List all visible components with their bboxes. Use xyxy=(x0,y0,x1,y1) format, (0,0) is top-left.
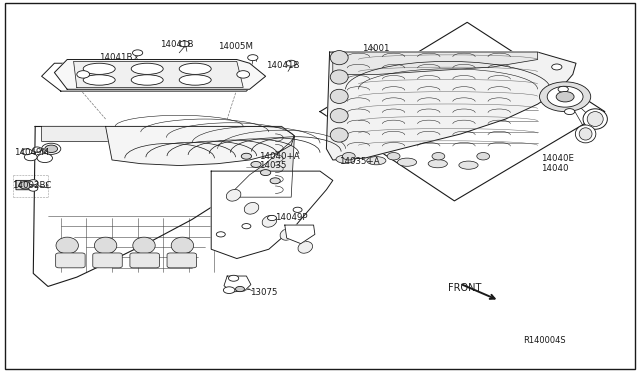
Circle shape xyxy=(179,41,189,47)
Ellipse shape xyxy=(227,189,241,201)
Circle shape xyxy=(228,275,239,281)
Circle shape xyxy=(223,287,235,294)
Text: 14035: 14035 xyxy=(259,161,287,170)
Circle shape xyxy=(342,153,355,160)
Polygon shape xyxy=(211,171,333,259)
Circle shape xyxy=(77,71,90,78)
Circle shape xyxy=(556,92,574,102)
Ellipse shape xyxy=(131,75,163,85)
Text: 14041B: 14041B xyxy=(266,61,299,70)
Ellipse shape xyxy=(172,237,193,254)
Text: FRONT: FRONT xyxy=(448,283,481,293)
Ellipse shape xyxy=(298,241,312,253)
Text: 14005M: 14005M xyxy=(218,42,253,51)
Polygon shape xyxy=(333,52,538,74)
Circle shape xyxy=(45,145,58,153)
FancyBboxPatch shape xyxy=(130,253,159,268)
Ellipse shape xyxy=(583,109,607,129)
Ellipse shape xyxy=(56,237,79,254)
Text: 14049M: 14049M xyxy=(14,148,49,157)
Polygon shape xyxy=(285,225,315,244)
Circle shape xyxy=(552,64,562,70)
Ellipse shape xyxy=(179,63,211,74)
Circle shape xyxy=(251,161,261,167)
Circle shape xyxy=(293,207,302,212)
Circle shape xyxy=(216,232,225,237)
FancyBboxPatch shape xyxy=(167,253,196,268)
Text: 14002BC: 14002BC xyxy=(12,182,51,190)
Ellipse shape xyxy=(280,228,294,240)
FancyBboxPatch shape xyxy=(56,253,85,268)
Ellipse shape xyxy=(575,125,596,143)
Polygon shape xyxy=(326,52,576,160)
Polygon shape xyxy=(33,126,294,286)
Ellipse shape xyxy=(330,51,348,65)
Circle shape xyxy=(132,50,143,56)
Circle shape xyxy=(564,109,575,115)
Circle shape xyxy=(387,153,400,160)
Text: 14040: 14040 xyxy=(541,164,568,173)
Text: 13075: 13075 xyxy=(250,288,277,296)
Circle shape xyxy=(286,60,296,66)
Ellipse shape xyxy=(579,128,592,140)
Circle shape xyxy=(270,178,280,184)
Text: 14040+A: 14040+A xyxy=(259,152,300,161)
Text: 14041B: 14041B xyxy=(160,40,193,49)
Ellipse shape xyxy=(428,160,447,168)
Ellipse shape xyxy=(397,158,417,166)
Text: 14001: 14001 xyxy=(362,44,389,53)
Circle shape xyxy=(260,170,271,176)
Polygon shape xyxy=(74,61,243,87)
Circle shape xyxy=(237,71,250,78)
Ellipse shape xyxy=(336,155,355,163)
Text: R140004S: R140004S xyxy=(524,336,566,345)
Ellipse shape xyxy=(262,215,276,227)
Ellipse shape xyxy=(95,237,116,254)
Circle shape xyxy=(37,154,52,163)
Circle shape xyxy=(29,180,38,185)
Circle shape xyxy=(268,215,276,221)
Ellipse shape xyxy=(459,161,478,169)
Circle shape xyxy=(33,147,42,152)
Ellipse shape xyxy=(330,109,348,123)
Polygon shape xyxy=(106,126,294,166)
Circle shape xyxy=(547,86,583,107)
Circle shape xyxy=(477,153,490,160)
Circle shape xyxy=(432,153,445,160)
Circle shape xyxy=(558,86,568,92)
Circle shape xyxy=(241,153,252,159)
Polygon shape xyxy=(42,63,259,91)
Ellipse shape xyxy=(83,63,115,74)
Ellipse shape xyxy=(588,112,604,126)
Circle shape xyxy=(22,149,32,155)
Ellipse shape xyxy=(133,237,155,254)
Circle shape xyxy=(29,186,38,191)
Polygon shape xyxy=(54,60,266,89)
Ellipse shape xyxy=(244,202,259,214)
Text: 14040E: 14040E xyxy=(541,154,574,163)
Ellipse shape xyxy=(330,128,348,142)
Polygon shape xyxy=(42,126,294,141)
Ellipse shape xyxy=(131,63,163,74)
Ellipse shape xyxy=(179,75,211,85)
Circle shape xyxy=(242,224,251,229)
Text: 14035+A: 14035+A xyxy=(339,157,380,166)
Polygon shape xyxy=(16,180,38,190)
Circle shape xyxy=(24,153,37,161)
Text: 14041B: 14041B xyxy=(99,53,132,62)
Circle shape xyxy=(248,55,258,61)
Polygon shape xyxy=(227,136,294,197)
Circle shape xyxy=(19,182,32,189)
Circle shape xyxy=(42,143,61,154)
Circle shape xyxy=(540,82,591,112)
Polygon shape xyxy=(224,276,251,292)
Ellipse shape xyxy=(330,89,348,103)
FancyBboxPatch shape xyxy=(93,253,122,268)
Text: 14049P: 14049P xyxy=(275,213,308,222)
Ellipse shape xyxy=(367,157,386,165)
Ellipse shape xyxy=(330,70,348,84)
Ellipse shape xyxy=(83,75,115,85)
Circle shape xyxy=(236,286,244,292)
